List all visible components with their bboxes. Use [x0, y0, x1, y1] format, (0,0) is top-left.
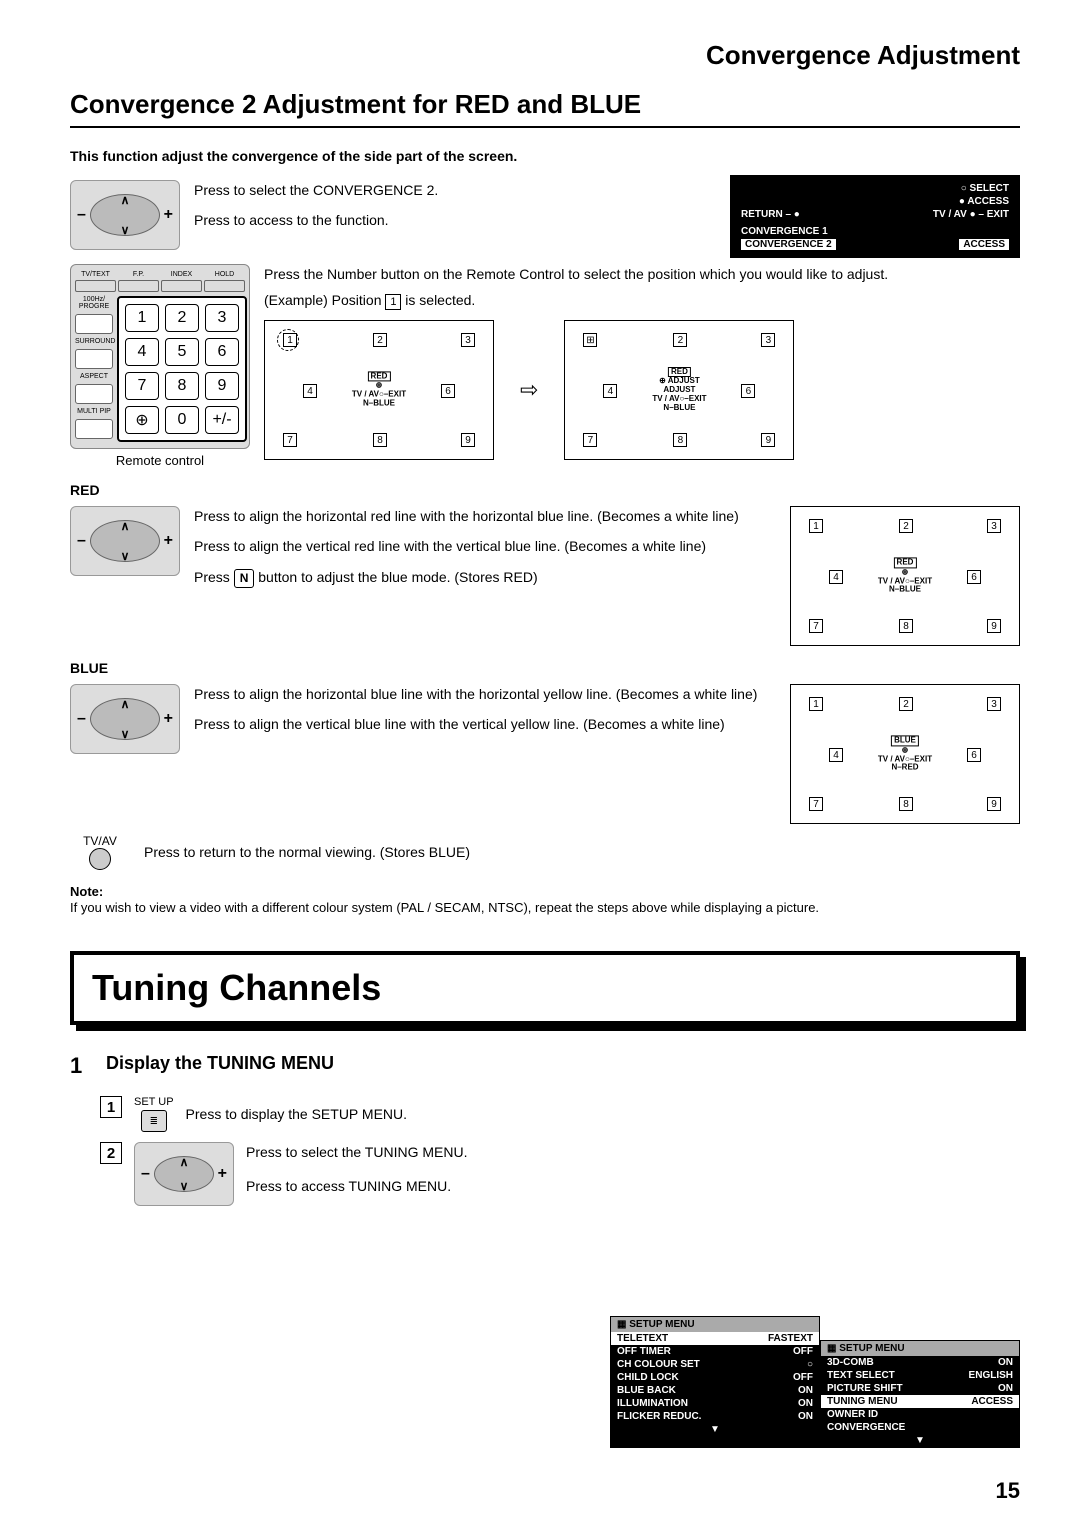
step-heading: Display the TUNING MENU [106, 1053, 334, 1074]
dpad-icon: –+ [134, 1142, 234, 1206]
screen-diagram-after: ⊞ 2 3 4 6 7 8 9 RED ⊕ ADJUST ADJUST TV /… [564, 320, 794, 460]
instruction-text: Press to select the TUNING MENU. [246, 1142, 467, 1162]
note-text: If you wish to view a video with a diffe… [70, 899, 1020, 917]
instruction-text: Press to align the vertical blue line wi… [194, 714, 776, 734]
section-title: Convergence 2 Adjustment for RED and BLU… [70, 89, 1020, 128]
instruction-text: Press the Number button on the Remote Co… [264, 264, 1020, 284]
remote-caption: Remote control [116, 453, 204, 468]
note-label: Note: [70, 884, 1020, 899]
intro-text: This function adjust the convergence of … [70, 148, 1020, 164]
instruction-text: Press to return to the normal viewing. (… [144, 842, 470, 862]
dpad-icon: –+ [70, 180, 180, 250]
instruction-text: Press to align the vertical red line wit… [194, 536, 776, 556]
substep-2: 2 [100, 1142, 122, 1164]
instruction-text: Press to display the SETUP MENU. [186, 1104, 407, 1124]
page-header-title: Convergence Adjustment [70, 40, 1020, 71]
blue-heading: BLUE [70, 660, 1020, 676]
instruction-text: Press to access TUNING MENU. [246, 1176, 467, 1196]
instruction-text: Press to access to the function. [194, 210, 438, 230]
step-number: 1 [70, 1053, 94, 1079]
red-heading: RED [70, 482, 1020, 498]
remote-control-diagram: TV/TEXTF.P. INDEXHOLD 100Hz/ PROGRE SURR… [70, 264, 250, 449]
remote-number-pad: 123 456 789 ⊕0+/- [117, 296, 247, 442]
dpad-icon: –+ [70, 684, 180, 754]
setup-button-icon: SET UP ≣ [134, 1096, 174, 1132]
instruction-text: Press to align the horizontal blue line … [194, 684, 776, 704]
tvav-button-icon: TV/AV [70, 834, 130, 870]
screen-diagram-red: 1 2 3 4 6 7 8 9 RED ⊕ TV / AV○–EXIT N–BL… [790, 506, 1020, 646]
page-number: 15 [996, 1478, 1020, 1504]
substep-1: 1 [100, 1096, 122, 1118]
setup-menu-osd: ▦ SETUP MENU TELETEXTFASTEXT OFF TIMEROF… [610, 1316, 1020, 1448]
instruction-text: Press N button to adjust the blue mode. … [194, 567, 776, 588]
tuning-channels-title-box: Tuning Channels [70, 951, 1020, 1025]
instruction-text: Press to select the CONVERGENCE 2. [194, 180, 438, 200]
screen-diagram-before: 1 2 3 4 6 7 8 9 RED ⊕ TV / AV○–EXIT N–BL… [264, 320, 494, 460]
instruction-text: Press to align the horizontal red line w… [194, 506, 776, 526]
dpad-icon: –+ [70, 506, 180, 576]
n-button: N [234, 569, 255, 588]
example-text: (Example) Position 1 is selected. [264, 292, 1020, 309]
osd-convergence-menu: ○ SELECT ● ACCESS RETURN – ●TV / AV ● – … [730, 175, 1020, 258]
arrow-right-icon: ⇨ [520, 377, 538, 403]
screen-diagram-blue: 1 2 3 4 6 7 8 9 BLUE ⊕ TV / AV○–EXIT N–R… [790, 684, 1020, 824]
